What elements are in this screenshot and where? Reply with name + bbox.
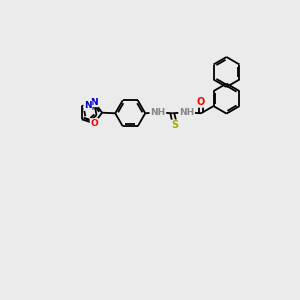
Text: NH: NH — [150, 108, 166, 117]
Text: NH: NH — [179, 108, 194, 117]
Text: N: N — [91, 98, 98, 106]
Text: O: O — [90, 119, 98, 128]
Text: S: S — [172, 120, 179, 130]
Text: N: N — [84, 101, 92, 110]
Text: O: O — [197, 97, 205, 107]
